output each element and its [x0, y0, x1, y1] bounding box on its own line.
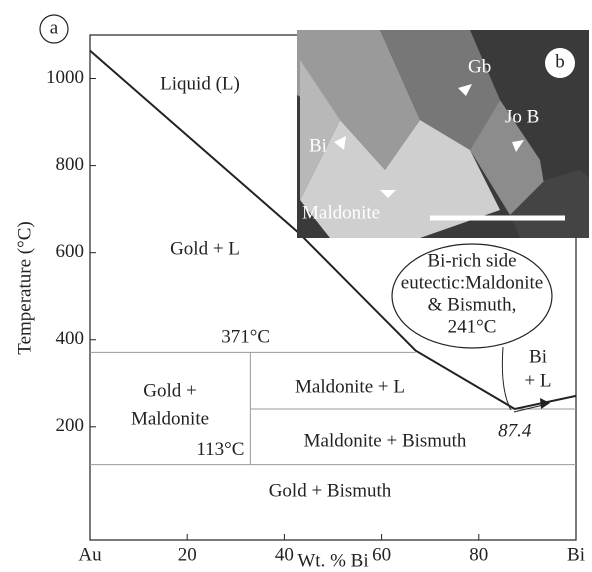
isotherm-label: 113°C — [196, 439, 244, 460]
y-tick-label: 200 — [56, 415, 85, 436]
eutectic-label: 87.4 — [498, 420, 532, 441]
region-label: Maldonite + Bismuth — [304, 430, 467, 451]
region-label: Maldonite — [131, 408, 209, 429]
callout-text: Bi-rich side — [427, 250, 516, 271]
inset-label: Bi — [309, 135, 327, 156]
y-tick-label: 800 — [56, 154, 85, 175]
chart: a Temperature (°C) Wt. % Bi 200 400 600 800… — [0, 0, 592, 572]
callout-text: eutectic:Maldonite — [401, 272, 543, 293]
region-label: Gold + Bismuth — [269, 480, 392, 501]
x-tick-label: 60 — [372, 544, 391, 565]
callout-text: & Bismuth, — [428, 294, 517, 315]
region-label: Maldonite + L — [295, 376, 405, 397]
x-tick-label: Bi — [567, 544, 585, 565]
panel-label: a — [50, 17, 59, 38]
isotherm-label: 371°C — [221, 327, 270, 348]
region-label: + L — [524, 370, 551, 391]
y-axis-title: Temperature (°C) — [14, 221, 35, 354]
region-label: Gold + — [143, 380, 196, 401]
callout-arrow — [502, 347, 511, 410]
region-label: Liquid (L) — [160, 73, 240, 94]
inset-label: Gb — [468, 56, 491, 77]
y-tick-label: 600 — [56, 241, 85, 262]
inset-label: Maldonite — [302, 202, 380, 223]
region-label: Bi — [529, 346, 547, 367]
callout-text: 241°C — [448, 316, 497, 337]
x-tick-label: 80 — [469, 544, 488, 565]
x-tick-label: 40 — [275, 544, 294, 565]
x-tick-label: 20 — [178, 544, 197, 565]
panel-label: b — [555, 51, 565, 72]
inset-label: Jo B — [505, 106, 539, 127]
y-tick-label: 1000 — [46, 67, 84, 88]
region-label: Gold + L — [170, 238, 240, 259]
inset-image: b Gb Jo B Bi Maldonite — [297, 30, 589, 238]
x-tick-label: Au — [78, 544, 102, 565]
arrow-head — [540, 398, 550, 409]
x-axis-title: Wt. % Bi — [297, 550, 368, 571]
y-tick-label: 400 — [56, 328, 85, 349]
